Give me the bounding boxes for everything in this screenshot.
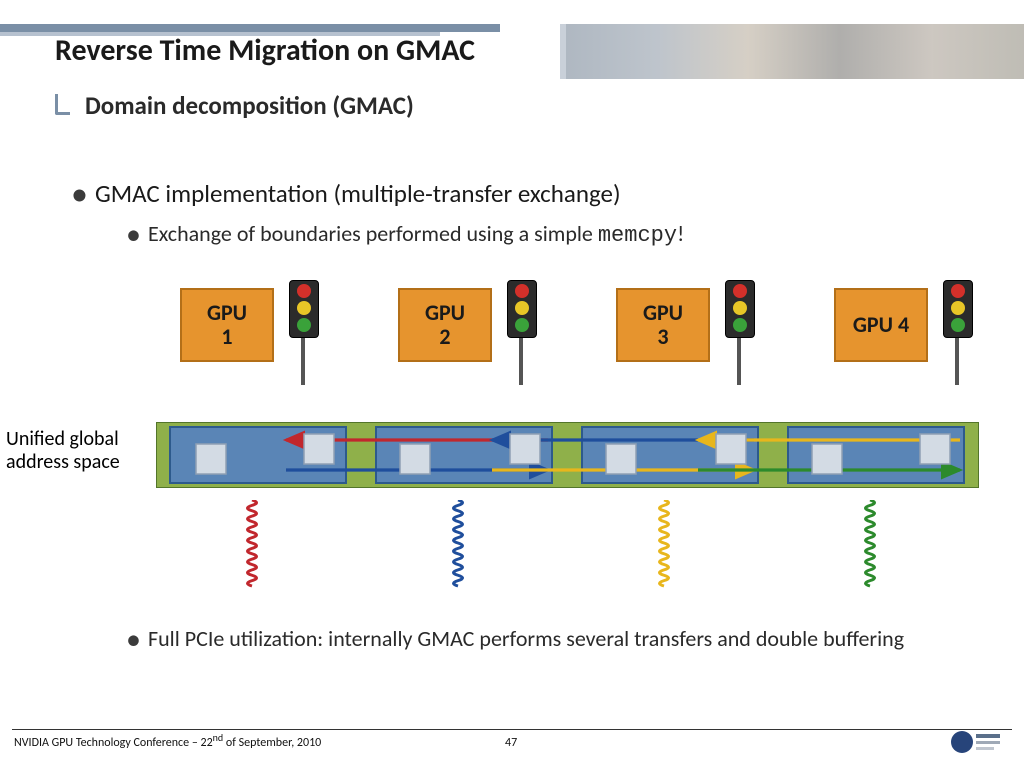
footer-logo (948, 728, 1004, 758)
gpu-box: GPU1 (180, 288, 274, 362)
gpu-box: GPU 4 (834, 288, 928, 362)
traffic-light-icon (722, 280, 756, 385)
bullet-footer: Full PCIe utilization: internally GMAC p… (148, 625, 968, 652)
slide-title: Reverse Time Migration on GMAC (55, 32, 475, 69)
footer-text: NVIDIA GPU Technology Conference – 22nd … (14, 731, 321, 750)
page-number: 47 (505, 736, 517, 750)
subtitle-wrap: Domain decomposition (GMAC) (55, 90, 414, 121)
bullet-sub-1-code: memcpy (598, 223, 677, 248)
slide-subtitle: Domain decomposition (GMAC) (85, 90, 414, 121)
footer-text-b: of September, 2010 (223, 736, 321, 750)
spring-icon (454, 500, 463, 586)
traffic-light-icon (286, 280, 320, 385)
bullet-sub-1-a: Exchange of boundaries performed using a… (148, 220, 598, 247)
slide: Reverse Time Migration on GMAC Domain de… (0, 0, 1024, 768)
address-space-label-line1: Unified global (6, 427, 119, 451)
address-bar-svg (156, 422, 979, 488)
address-space-label: Unified global address space (6, 428, 156, 474)
address-bar (156, 422, 979, 488)
traffic-light-icon (504, 280, 538, 385)
footer-rule (12, 729, 1012, 730)
bullet-sub-1-c: ! (677, 220, 684, 247)
springs-row (156, 500, 979, 595)
traffic-light-icon (940, 280, 974, 385)
title-bar: Reverse Time Migration on GMAC (0, 24, 1024, 79)
gpu-box: GPU3 (616, 288, 710, 362)
springs-svg (156, 500, 979, 595)
spring-icon (248, 500, 257, 586)
spring-icon (866, 500, 875, 586)
subtitle-marker-icon (55, 94, 70, 115)
gpu-row: GPU1 GPU2 GPU3 GPU 4 (170, 288, 960, 368)
bullet-main: GMAC implementation (multiple-transfer e… (95, 178, 621, 209)
title-decor-bar-1 (0, 24, 500, 32)
footer-text-sup: nd (213, 731, 224, 744)
bullet-sub-1: Exchange of boundaries performed using a… (148, 220, 684, 248)
address-space-label-line2: address space (6, 450, 120, 474)
gpu-box: GPU2 (398, 288, 492, 362)
footer-text-a: NVIDIA GPU Technology Conference – 22 (14, 736, 213, 750)
spring-icon (660, 500, 669, 586)
